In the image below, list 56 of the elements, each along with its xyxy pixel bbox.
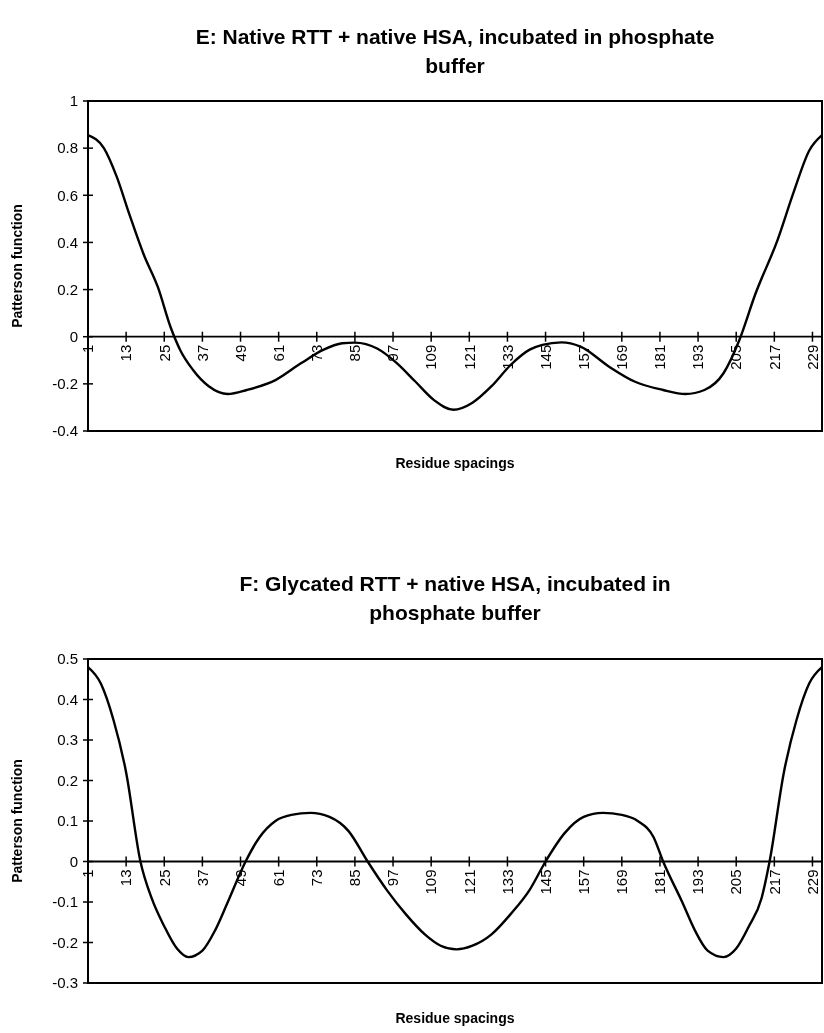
x-tick-label: 13 [117,344,135,362]
x-tick-label: 217 [765,344,783,370]
y-tick-label: 0.8 [57,139,78,157]
x-tick-label: 181 [651,869,669,895]
chart-title: F: Glycated RTT + native HSA, incubated in phosphate buffer [239,572,671,624]
x-tick-label: 85 [346,344,364,362]
x-tick-label: 49 [231,344,249,362]
x-tick-label: 205 [727,869,745,895]
chart-title: E: Native RTT + native HSA, incubated in phosphate buffer [195,25,715,77]
y-tick-label: -0.4 [52,422,78,440]
x-tick-label: 109 [422,869,440,895]
y-tick-label: 0 [69,327,78,345]
x-axis-title: Residue spacings [395,455,515,471]
x-tick-label: 13 [117,869,135,887]
x-tick-label: 133 [498,869,516,895]
x-tick-label: 25 [155,344,173,362]
x-tick-label: 109 [422,344,440,370]
y-tick-label: 0 [69,852,78,870]
x-tick-label: 121 [460,344,478,370]
x-tick-label: 97 [384,344,402,362]
y-tick-label: -0.1 [52,893,78,911]
x-axis-title: Residue spacings [395,1010,515,1026]
x-tick-label: 169 [613,869,631,895]
x-tick-label: 181 [651,344,669,370]
y-tick-label: 0.6 [57,186,78,204]
x-tick-label: 85 [346,869,364,887]
x-tick-label: 157 [574,869,592,895]
x-tick-label: 37 [193,869,211,887]
x-tick-label: 145 [536,869,554,895]
x-tick-label: 37 [193,344,211,362]
y-tick-label: 0.4 [57,233,78,251]
y-tick-label: -0.2 [52,933,78,951]
y-axis-title: Patterson function [9,204,25,328]
x-tick-label: 61 [269,869,287,887]
x-tick-label: 193 [689,344,707,370]
x-tick-label: 217 [765,869,783,895]
x-tick-label: 97 [384,869,402,887]
y-tick-label: -0.3 [52,974,78,992]
x-tick-label: 229 [803,869,821,895]
y-tick-label: 0.1 [57,812,78,830]
y-tick-label: 0.2 [57,771,78,789]
x-tick-label: 193 [689,869,707,895]
y-tick-label: 0.4 [57,690,78,708]
x-tick-label: 73 [308,869,326,887]
y-tick-label: -0.2 [52,375,78,393]
x-tick-label: 229 [803,344,821,370]
x-tick-label: 169 [613,344,631,370]
y-axis-title: Patterson function [9,759,25,883]
x-tick-label: 25 [155,869,173,887]
y-tick-label: 0.5 [57,650,78,668]
y-tick-label: 0.3 [57,731,78,749]
x-tick-label: 61 [269,344,287,362]
y-tick-label: 1 [69,92,78,110]
x-tick-label: 121 [460,869,478,895]
y-tick-label: 0.2 [57,280,78,298]
x-tick-label: 145 [536,344,554,370]
